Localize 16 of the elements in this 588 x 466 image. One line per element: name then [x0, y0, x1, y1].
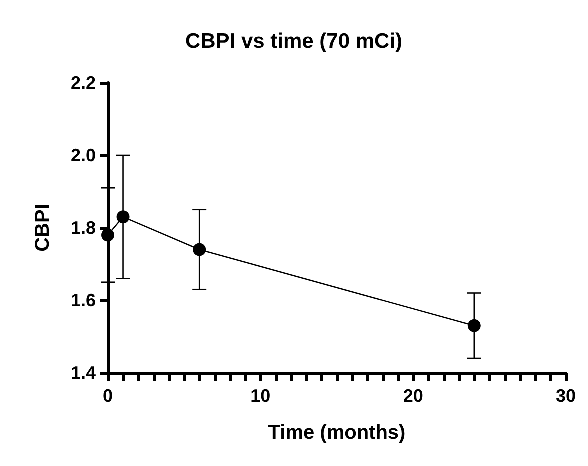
point	[116, 210, 130, 224]
point	[468, 319, 481, 332]
x-tick-label: 10	[250, 386, 271, 406]
y-tick-label: 1.6	[70, 290, 96, 310]
point	[102, 228, 114, 242]
y-tick-label: 1.8	[70, 218, 96, 238]
x-tick-label: 20	[403, 386, 424, 406]
point	[193, 243, 206, 256]
x-tick-label: 30	[556, 386, 576, 406]
y-axis-title: CBPI	[32, 204, 54, 252]
y-tick-label: 1.4	[70, 363, 96, 383]
chart-title: CBPI vs time (70 mCi)	[185, 30, 403, 53]
x-axis-title: Time (months)	[268, 422, 406, 444]
y-tick-label: 2.0	[70, 146, 96, 166]
x-tick-label: 0	[102, 386, 114, 406]
y-tick-label: 2.2	[70, 73, 96, 93]
